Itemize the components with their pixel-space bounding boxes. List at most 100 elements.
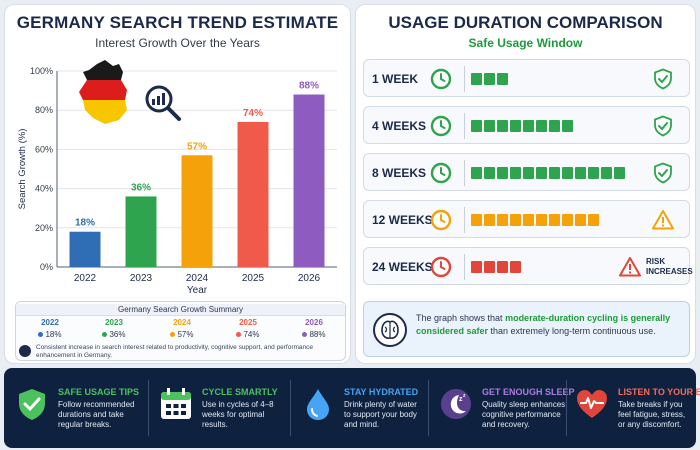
bar-2024 xyxy=(181,155,213,267)
tip-title: GET ENOUGH SLEEP xyxy=(482,387,575,397)
chart-subtitle: Interest Growth Over the Years xyxy=(95,36,260,50)
y-tick-label: 40% xyxy=(35,184,53,194)
warning-icon xyxy=(619,256,641,283)
bar-2022 xyxy=(69,231,101,267)
divider xyxy=(464,207,465,233)
shield-check-icon xyxy=(652,115,674,142)
x-tick-label: 2026 xyxy=(298,273,321,284)
bar-segment xyxy=(575,214,586,226)
tip-hydrated: STAY HYDRATED Drink plenty of water to s… xyxy=(296,368,426,448)
clock-icon xyxy=(430,162,452,189)
bar-segment xyxy=(536,214,547,226)
summary-year: 2023 xyxy=(105,318,123,327)
divider xyxy=(148,380,149,436)
usage-row: 8 WEEKS xyxy=(363,153,690,191)
bar-segment xyxy=(471,261,482,273)
shield-check-icon xyxy=(652,68,674,95)
divider xyxy=(464,66,465,92)
bar-segment xyxy=(575,167,586,179)
divider xyxy=(566,380,567,436)
usage-row: 1 WEEK xyxy=(363,59,690,97)
usage-row-label: 12 WEEKS xyxy=(372,213,433,227)
shield-check-icon xyxy=(19,389,45,420)
usage-title: USAGE DURATION COMPARISON xyxy=(388,13,663,32)
moon-sleep-icon: z z xyxy=(441,389,471,419)
tip-title: LISTEN TO YOUR BODY xyxy=(618,387,700,397)
summary-value: 18% xyxy=(45,330,62,339)
x-tick-label: 2022 xyxy=(74,273,97,284)
bar-chart: 0%20%40%60%80%100%Search Growth (%)Year … xyxy=(17,60,337,295)
summary-item-2023: 2023 36% xyxy=(88,318,140,339)
data-label-2025: 74% xyxy=(243,108,263,119)
x-tick-label: 2024 xyxy=(186,273,209,284)
divider xyxy=(290,380,291,436)
bar-segment xyxy=(588,214,599,226)
bar-segment xyxy=(484,214,495,226)
bar-segment xyxy=(497,167,508,179)
bar-segment xyxy=(523,167,534,179)
clock-icon xyxy=(430,68,452,95)
search-analytics-icon xyxy=(145,85,181,121)
bar-2023 xyxy=(125,196,157,267)
risk-label-line: INCREASES xyxy=(646,267,693,276)
risk-label: RISK INCREASES xyxy=(646,257,693,277)
tip-listen: LISTEN TO YOUR BODY Take breaks if you f… xyxy=(570,368,700,448)
bar-segment xyxy=(549,214,560,226)
color-dot xyxy=(236,332,242,338)
y-axis-label: Search Growth (%) xyxy=(17,129,28,210)
summary-year: 2026 xyxy=(305,318,323,327)
bar-segment xyxy=(523,214,534,226)
bar-segment xyxy=(497,73,508,85)
divider xyxy=(428,380,429,436)
bar-segment xyxy=(523,120,534,132)
tip-safe-usage: SAFE USAGE TIPS Follow recommended durat… xyxy=(10,368,145,448)
x-tick-label: 2023 xyxy=(130,273,153,284)
bar-segment xyxy=(549,120,560,132)
bar-segment xyxy=(510,261,521,273)
summary-value: 74% xyxy=(243,330,260,339)
color-dot xyxy=(102,332,108,338)
shield-check-icon xyxy=(652,162,674,189)
svg-text:z: z xyxy=(463,393,466,399)
tip-text: Quality sleep enhances cognitive perform… xyxy=(482,400,566,429)
y-tick-label: 0% xyxy=(40,262,53,272)
summary-note: Consistent increase in search interest r… xyxy=(36,344,313,359)
usage-panel: USAGE DURATION COMPARISON Safe Usage Win… xyxy=(355,4,696,364)
y-tick-label: 60% xyxy=(35,144,53,154)
bar-segment xyxy=(510,120,521,132)
summary-item-2026: 2026 88% xyxy=(288,318,340,339)
info-text: The graph shows that moderate-duration c… xyxy=(416,312,684,338)
info-box: The graph shows that moderate-duration c… xyxy=(363,301,690,357)
risk-label-line: RISK xyxy=(646,257,666,266)
usage-row-label: 1 WEEK xyxy=(372,72,419,86)
x-axis-label: Year xyxy=(187,285,208,295)
bar-segment xyxy=(484,261,495,273)
usage-row-label: 4 WEEKS xyxy=(372,119,427,133)
germany-map-icon xyxy=(79,60,127,124)
calendar-icon xyxy=(161,388,191,419)
bar-segment xyxy=(588,167,599,179)
summary-title: Germany Search Growth Summary xyxy=(16,304,345,316)
bar-2026 xyxy=(293,94,325,267)
info-text-end: than extremely long-term continuous use. xyxy=(488,326,656,336)
tip-title: STAY HYDRATED xyxy=(344,387,419,397)
x-tick-label: 2025 xyxy=(242,273,265,284)
bar-segment xyxy=(484,73,495,85)
water-drop-icon xyxy=(307,389,329,420)
svg-text:z: z xyxy=(459,396,463,403)
color-dot xyxy=(302,332,308,338)
tip-text: Follow recommended durations and take re… xyxy=(58,400,135,429)
bar-segment xyxy=(562,120,573,132)
tip-text: Take breaks if you feel fatigue, stress,… xyxy=(618,400,686,429)
summary-year: 2024 xyxy=(173,318,191,327)
data-label-2026: 88% xyxy=(299,81,319,92)
bar-segment xyxy=(497,120,508,132)
heart-pulse-icon xyxy=(577,390,607,418)
clock-icon xyxy=(430,256,452,283)
usage-row: 12 WEEKS xyxy=(363,200,690,238)
tip-title: CYCLE SMARTLY xyxy=(202,387,278,397)
bar-segment xyxy=(471,214,482,226)
bar-segment xyxy=(549,167,560,179)
usage-subtitle: Safe Usage Window xyxy=(468,36,583,50)
bar-2025 xyxy=(237,121,269,268)
